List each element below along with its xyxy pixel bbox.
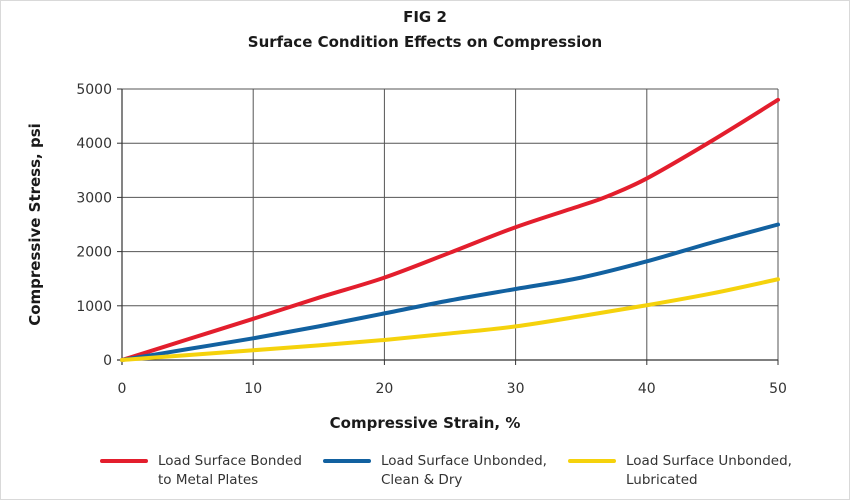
chart-subtitle: Surface Condition Effects on Compression — [247, 33, 603, 51]
y-tick-label: 5000 — [76, 82, 112, 98]
legend-label: Load Surface Unbonded, Clean & Dry — [381, 452, 581, 490]
plot-area — [122, 89, 778, 360]
series-line-2 — [120, 222, 780, 362]
legend-label: Load Surface Bonded to Metal Plates — [158, 452, 358, 490]
x-tick-label: 40 — [638, 381, 656, 397]
legend-label-line: Clean & Dry — [381, 472, 463, 488]
legend-label-line: Load Surface Unbonded, — [381, 453, 547, 469]
y-tick-label: 1000 — [76, 299, 112, 315]
y-tick-label: 3000 — [76, 190, 112, 206]
line-chart: 0 1000 2000 3000 4000 5000 0 10 20 30 40 50 Compress… — [26, 82, 787, 432]
legend-swatch — [100, 459, 148, 463]
y-tick-label: 4000 — [76, 136, 112, 152]
y-tick-label: 2000 — [76, 245, 112, 261]
legend-label-line: Lubricated — [626, 472, 698, 488]
x-tick-label: 20 — [375, 381, 393, 397]
legend-label: Load Surface Unbonded, Lubricated — [626, 452, 826, 490]
legend-label-line: Load Surface Bonded — [158, 453, 302, 469]
legend-swatch — [568, 459, 616, 463]
chart-title: FIG 2 — [403, 8, 447, 26]
chart-legend: Load Surface Bonded to Metal Plates Load S… — [0, 452, 850, 492]
legend-label-line: to Metal Plates — [158, 472, 259, 488]
x-tick-label: 0 — [118, 381, 127, 397]
legend-swatch — [323, 459, 371, 463]
x-tick-label: 30 — [507, 381, 525, 397]
series-line-3 — [120, 277, 780, 362]
x-axis-label: Compressive Strain, % — [330, 414, 521, 432]
x-tick-label: 10 — [244, 381, 262, 397]
series-line-1 — [120, 97, 780, 362]
legend-label-line: Load Surface Unbonded, — [626, 453, 792, 469]
y-axis-label: Compressive Stress, psi — [26, 123, 44, 326]
x-tick-label: 50 — [769, 381, 787, 397]
y-tick-label: 0 — [103, 353, 112, 369]
